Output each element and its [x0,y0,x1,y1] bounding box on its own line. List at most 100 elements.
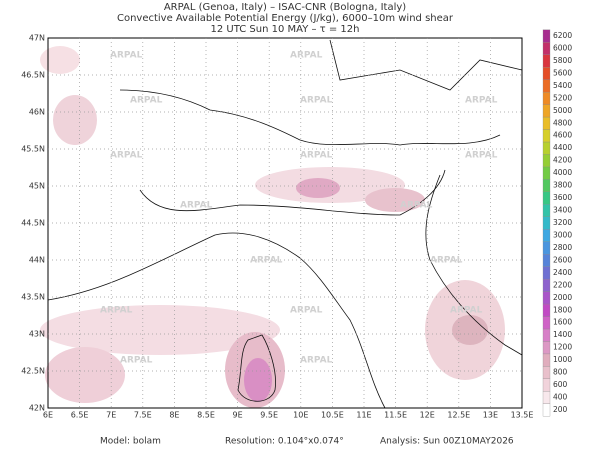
colorbar-label: 2200 [553,280,572,289]
lat-label: 44.5N [21,219,45,228]
footer-analysis: Analysis: Sun 00Z10MAY2026 [380,437,514,447]
colorbar-label: 4400 [553,143,572,152]
watermark: ARPAL [180,201,213,211]
lon-label: 10E [293,411,308,420]
colorbar-swatch [542,67,551,80]
colorbar-swatch [542,229,551,242]
watermark: ARPAL [110,51,143,61]
lon-label: 9.5E [260,411,278,420]
lon-label: 13E [483,411,498,420]
colorbar-label: 1600 [553,318,572,327]
lat-label: 42N [29,404,45,413]
colorbar-label: 5200 [553,93,572,102]
lon-label: 12E [420,411,435,420]
colorbar-swatch [542,291,551,305]
watermark: ARPAL [290,306,323,316]
colorbar-swatch [542,91,551,105]
lat-label: 46N [29,108,45,117]
colorbar-label: 600 [553,380,568,389]
lon-label: 11.5E [384,411,407,420]
watermark: ARPAL [300,356,333,366]
watermark: ARPAL [120,356,153,366]
watermark: ARPAL [110,151,143,161]
colorbar-swatch [542,378,551,392]
colorbar-swatch [542,166,551,180]
header-line: 12 UTC Sun 10 MAY – τ = 12h [211,24,360,35]
watermark: ARPAL [465,151,498,161]
colorbar-label: 2400 [553,268,572,277]
colorbar-label: 1200 [553,343,572,352]
lat-label: 46.5N [21,71,45,80]
watermark: ARPAL [300,151,333,161]
colorbar-label: 5000 [553,106,572,115]
colorbar-label: 400 [553,393,568,402]
colorbar-swatch [542,141,551,155]
lon-label: 8.5E [197,411,215,420]
watermark: ARPAL [250,256,283,266]
colorbar-swatch [542,328,551,342]
colorbar-label: 1000 [553,355,572,364]
lat-label: 42.5N [21,367,45,376]
colorbar-swatch [542,179,551,192]
lon-label: 7E [106,411,116,420]
colorbar-label: 3000 [553,230,572,239]
colorbar-label: 2600 [553,255,572,264]
colorbar-swatch [542,341,551,355]
colorbar-swatch [542,278,551,292]
lat-label: 44N [29,256,45,265]
footer-model: Model: bolam [100,437,161,447]
colorbar-label: 3600 [553,193,572,202]
lat-label: 45N [29,182,45,191]
watermark: ARPAL [465,96,498,106]
colorbar-label: 800 [553,368,568,377]
colorbar-swatch [542,29,551,43]
colorbar-swatch [542,204,551,217]
colorbar-swatch [542,104,551,118]
colorbar-label: 2800 [553,243,572,252]
colorbar-swatch [542,116,551,130]
colorbar-label: 6000 [553,43,572,52]
colorbar-label: 5800 [553,56,572,65]
colorbar-label: 3800 [553,181,572,190]
watermark: ARPAL [290,51,323,61]
colorbar-label: 1400 [553,330,572,339]
cape-field [40,46,505,408]
colorbar-swatch [542,191,551,205]
header-line: Convective Available Potential Energy (J… [117,13,454,24]
colorbar-swatch [542,129,551,143]
colorbar-swatch [542,266,551,280]
colorbar-swatch [542,241,551,255]
watermark: ARPAL [130,96,163,106]
lon-label: 9E [233,411,243,420]
coastline [47,39,523,409]
colorbar-label: 4600 [553,131,572,140]
lat-label: 43.5N [21,293,45,302]
colorbar-label: 1800 [553,305,572,314]
lon-label: 13.5E [511,411,534,420]
lon-label: 12.5E [447,411,470,420]
colorbar-label: 5600 [553,68,572,77]
colorbar-swatch [542,254,551,267]
colorbar-swatch [542,391,551,404]
colorbar-label: 5400 [553,81,572,90]
colorbar-swatch [542,366,551,379]
colorbar-swatch [542,316,551,330]
lon-label: 6.5E [71,411,89,420]
colorbar-label: 4000 [553,168,572,177]
watermark: ARPAL [400,201,433,211]
lat-label: 47N [29,34,45,43]
colorbar-swatch [542,303,551,317]
watermark: ARPAL [450,306,483,316]
footer-resolution: Resolution: 0.104°x0.074° [225,437,344,447]
colorbar-swatch [542,353,551,367]
watermark: ARPAL [300,96,333,106]
colorbar-swatch [542,403,551,417]
watermark: ARPAL [100,306,133,316]
header-line: ARPAL (Genoa, Italy) – ISAC-CNR (Bologna… [164,2,406,13]
colorbar-label: 6200 [553,31,572,40]
colorbar-swatch [542,216,551,230]
colorbar-label: 3400 [553,206,572,215]
colorbar-swatch [542,54,551,68]
colorbar-swatch [542,154,551,168]
